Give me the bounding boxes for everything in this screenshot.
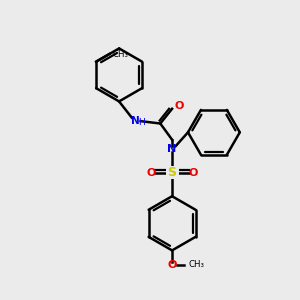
Text: O: O — [146, 168, 156, 178]
Text: CH₃: CH₃ — [189, 260, 205, 269]
Text: O: O — [167, 260, 177, 269]
Text: H: H — [138, 118, 145, 127]
Text: N: N — [167, 143, 177, 154]
Text: S: S — [168, 166, 177, 179]
Text: N: N — [131, 116, 140, 126]
FancyBboxPatch shape — [166, 166, 178, 179]
Text: O: O — [174, 101, 184, 111]
Text: CH₃: CH₃ — [113, 50, 129, 58]
Text: O: O — [189, 168, 198, 178]
